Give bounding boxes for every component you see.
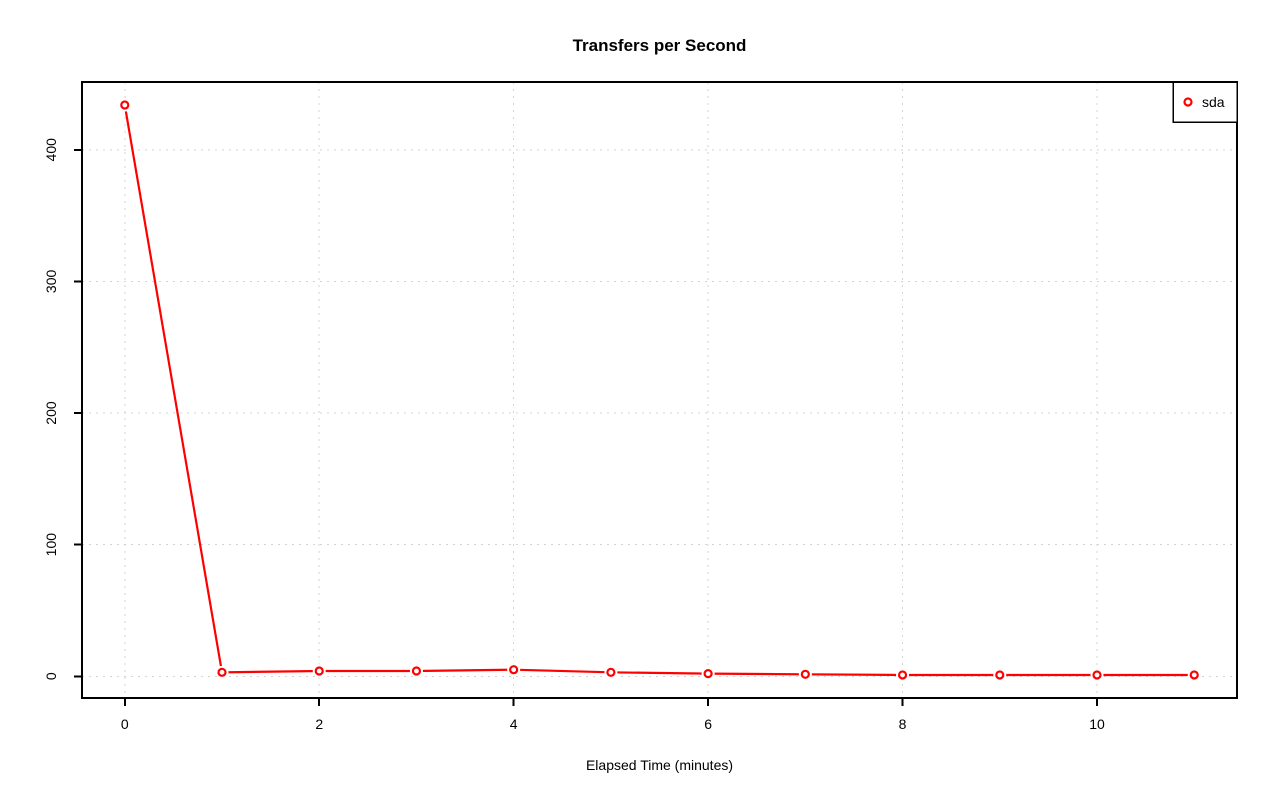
data-point [606,667,616,677]
y-tick-label: 100 [43,533,59,557]
x-tick-label: 10 [1089,716,1105,732]
x-tick-label: 6 [704,716,712,732]
x-tick-label: 2 [315,716,323,732]
data-point [703,669,713,679]
data-point [314,666,324,676]
data-point [217,667,227,677]
x-tick-label: 4 [510,716,518,732]
data-point [995,670,1005,680]
data-point [897,670,908,680]
plot-border [81,81,1238,699]
legend-label: sda [1202,94,1225,110]
legend-marker-icon [1183,97,1193,107]
data-point [1189,670,1199,680]
x-tick-label: 0 [121,716,129,732]
data-point [509,665,519,675]
x-tick-label: 8 [899,716,907,732]
data-point [1092,670,1102,680]
y-tick-label: 300 [43,270,59,294]
y-tick-label: 0 [43,672,59,680]
chart-title: Transfers per Second [572,36,747,55]
data-point [120,100,130,110]
series-line [123,104,1195,677]
y-tick-label: 400 [43,138,59,162]
x-axis-label: Elapsed Time (minutes) [585,757,734,773]
data-point [800,669,810,679]
data-point [411,666,422,676]
y-tick-label: 200 [43,401,59,425]
